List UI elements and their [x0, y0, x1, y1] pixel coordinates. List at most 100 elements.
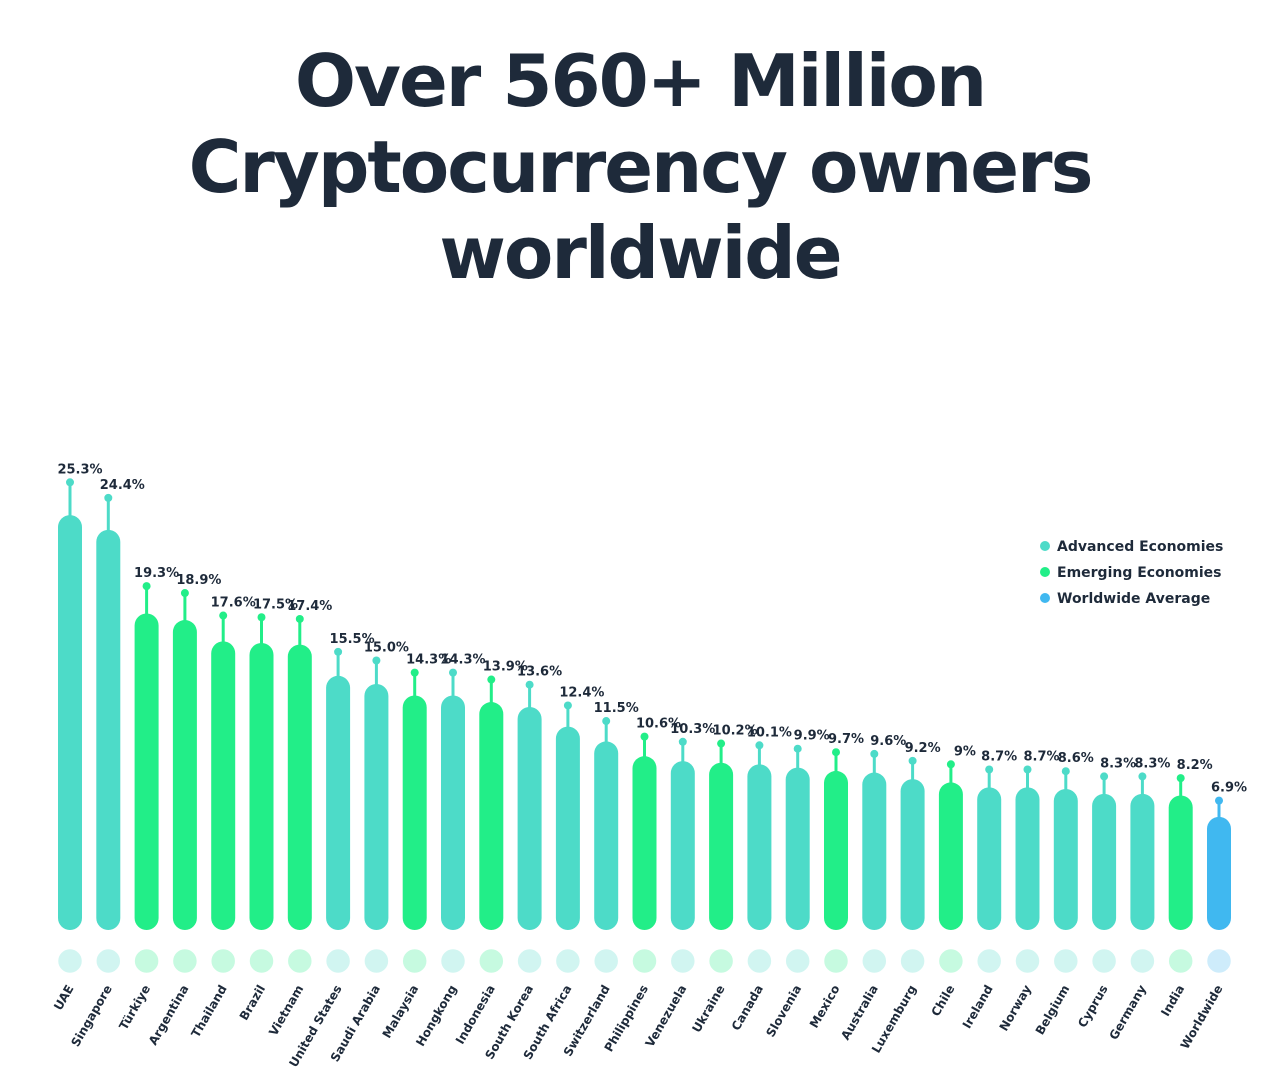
flag-india-icon: [1168, 949, 1193, 973]
value-label-malaysia: 14.3%: [406, 653, 451, 668]
flag-saudi-arabia-icon: [364, 949, 389, 973]
title-line-2: Cryptocurrency owners: [188, 125, 1094, 209]
bar-united-states: [326, 675, 351, 930]
pin-germany: [1138, 772, 1147, 781]
value-label-turkiye: 19.3%: [134, 566, 179, 581]
flag-ireland-icon: [977, 949, 1001, 973]
bar-mexico: [824, 770, 848, 930]
bar-canada: [747, 764, 772, 930]
value-label-indonesia: 13.9%: [483, 660, 528, 675]
pin-thailand: [219, 611, 228, 620]
pin-singapore: [104, 493, 113, 502]
category-label-indonesia: Indonesia: [453, 983, 498, 1047]
flag-worldwide-icon: [1207, 949, 1231, 973]
value-label-germany: 8.3%: [1134, 756, 1170, 771]
category-label-slovenia: Slovenia: [763, 983, 804, 1040]
value-label-ukraine: 10.2%: [713, 724, 758, 739]
bar-belgium: [1053, 788, 1078, 930]
flag-uae-icon: [58, 949, 82, 973]
flag-singapore-icon: [96, 949, 121, 973]
legend: Advanced Economies Emerging Economies Worl…: [1040, 539, 1223, 607]
value-label-venezuela: 10.3%: [670, 722, 715, 737]
pin-malaysia: [410, 668, 419, 677]
category-label-ireland: Ireland: [960, 982, 996, 1030]
flag-turkiye-icon: [134, 949, 159, 973]
category-label-argentina: Argentina: [146, 983, 192, 1048]
flag-south-africa-icon: [556, 949, 580, 973]
category-label-india: India: [1158, 983, 1187, 1019]
category-label-belgium: Belgium: [1033, 983, 1073, 1038]
pin-belgium: [1061, 767, 1070, 776]
pin-uae: [66, 478, 74, 487]
bar-germany: [1130, 793, 1155, 930]
value-label-india: 8.2%: [1177, 758, 1213, 773]
bar-venezuela: [670, 761, 695, 930]
flag-norway-icon: [1015, 949, 1040, 973]
flag-indonesia-icon: [479, 949, 504, 973]
pin-chile: [946, 760, 955, 769]
title-line-3: worldwide: [439, 211, 842, 295]
pin-south-africa: [563, 701, 572, 710]
pin-worldwide: [1215, 796, 1223, 805]
bar-hongkong: [441, 695, 465, 930]
flag-belgium-icon: [1054, 949, 1078, 973]
value-label-cyprus: 8.3%: [1100, 756, 1136, 771]
pin-ukraine: [717, 739, 726, 748]
pin-saudi-arabia: [372, 656, 381, 665]
value-label-mexico: 9.7%: [828, 732, 864, 747]
bar-australia: [862, 772, 887, 930]
value-label-switzerland: 11.5%: [594, 701, 639, 716]
legend-marker-emerging: [1040, 567, 1050, 577]
chart-title: Over 560+ Million Cryptocurrency owners …: [0, 38, 1280, 296]
bar-malaysia: [402, 695, 427, 930]
flag-chile-icon: [939, 949, 963, 973]
pin-vietnam: [295, 614, 304, 623]
category-label-canada: Canada: [729, 983, 766, 1034]
pin-cyprus: [1100, 772, 1109, 781]
bar-vietnam: [287, 644, 312, 930]
pin-turkiye: [142, 582, 151, 591]
pin-indonesia: [487, 675, 496, 684]
flag-luxemburg-icon: [900, 949, 925, 973]
value-label-philippines: 10.6%: [636, 717, 681, 732]
pin-norway: [1023, 765, 1032, 774]
pin-hongkong: [449, 668, 457, 677]
bar-worldwide: [1207, 816, 1231, 930]
value-label-canada: 10.1%: [747, 725, 792, 740]
pin-switzerland: [602, 717, 611, 726]
pin-brazil: [257, 613, 266, 622]
bar-thailand: [211, 641, 236, 930]
bar-cyprus: [1092, 793, 1117, 930]
category-label-mexico: Mexico: [807, 983, 843, 1031]
flag-switzerland-icon: [594, 949, 618, 973]
value-label-thailand: 17.6%: [211, 596, 256, 611]
category-label-ukraine: Ukraine: [689, 983, 727, 1036]
flag-argentina-icon: [173, 949, 197, 973]
flag-venezuela-icon: [671, 949, 695, 973]
flag-hongkong-icon: [441, 949, 465, 973]
pin-south-korea: [525, 680, 534, 689]
bar-luxemburg: [900, 779, 925, 930]
pin-philippines: [640, 732, 649, 741]
bar-india: [1168, 795, 1193, 930]
category-label-venezuela: Venezuela: [643, 983, 690, 1050]
flag-vietnam-icon: [288, 949, 312, 973]
value-label-norway: 8.7%: [1023, 749, 1059, 764]
flag-germany-icon: [1130, 949, 1155, 973]
bar-saudi-arabia: [364, 684, 389, 930]
pin-india: [1176, 774, 1185, 783]
value-label-singapore: 24.4%: [100, 478, 145, 493]
value-label-united-states: 15.5%: [330, 632, 375, 647]
flag-australia-icon: [862, 949, 887, 973]
legend-marker-worldwide: [1040, 593, 1050, 603]
pin-australia: [870, 749, 879, 758]
legend-label-advanced: Advanced Economies: [1057, 539, 1223, 555]
title-line-1: Over 560+ Million: [294, 39, 987, 123]
value-label-australia: 9.6%: [870, 734, 906, 749]
flag-philippines-icon: [632, 949, 657, 973]
bar-ukraine: [709, 762, 734, 930]
value-label-uae: 25.3%: [57, 462, 102, 477]
bar-singapore: [96, 529, 121, 930]
legend-label-emerging: Emerging Economies: [1057, 565, 1222, 581]
